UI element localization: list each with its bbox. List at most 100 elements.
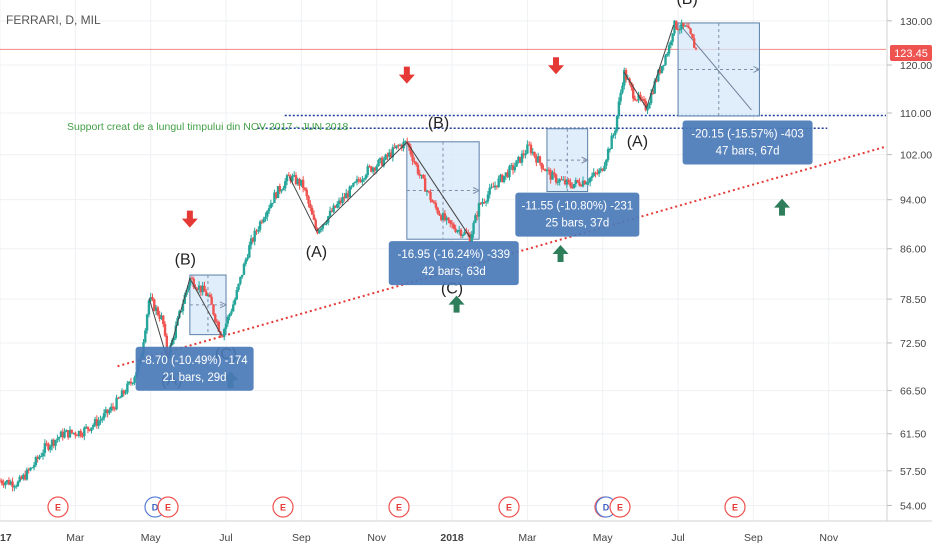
candle bbox=[669, 40, 673, 49]
candle-body bbox=[662, 64, 665, 67]
candle bbox=[330, 207, 334, 213]
measure-boxes[interactable] bbox=[189, 22, 761, 336]
badge-letter: E bbox=[506, 503, 512, 513]
earnings-badge[interactable]: E bbox=[47, 496, 69, 518]
candle-body bbox=[83, 427, 86, 437]
candle-body bbox=[574, 179, 578, 184]
candle bbox=[452, 222, 456, 230]
candle bbox=[422, 174, 425, 179]
candle bbox=[36, 455, 39, 463]
candle-body bbox=[640, 98, 644, 100]
candle bbox=[388, 148, 391, 160]
candle bbox=[513, 162, 517, 173]
candle-body bbox=[463, 231, 466, 235]
candle-body bbox=[280, 190, 283, 192]
candle bbox=[441, 211, 445, 221]
y-tick-label: 72.50 bbox=[900, 338, 926, 350]
candle bbox=[0, 478, 3, 486]
wave-label: (A) bbox=[306, 244, 327, 261]
time-axis[interactable]: 2017 Mar May Jul Sep Nov 2018 Mar May Jul Sep Nov bbox=[0, 532, 839, 544]
price-axis[interactable]: 130.00 120.00 110.00 102.00 94.00 86.00 78.50 7… bbox=[887, 16, 932, 513]
measure-box[interactable] bbox=[406, 141, 481, 240]
candle bbox=[158, 310, 161, 322]
earnings-badge[interactable]: E bbox=[724, 496, 746, 518]
candle-body bbox=[657, 69, 660, 81]
candle-body bbox=[520, 153, 524, 163]
candle bbox=[187, 284, 190, 293]
candle bbox=[565, 179, 569, 189]
stat-box: -20.15 (-15.57%) -403 47 bars, 67d bbox=[682, 120, 813, 165]
candle bbox=[34, 455, 38, 468]
candle-body bbox=[325, 222, 328, 225]
candle bbox=[337, 197, 341, 208]
measure-box[interactable] bbox=[677, 22, 761, 117]
candle-body bbox=[615, 116, 619, 131]
measure-box-arrowhead bbox=[472, 187, 481, 194]
candle-body bbox=[298, 179, 301, 186]
candle bbox=[328, 206, 332, 219]
measure-box[interactable] bbox=[189, 274, 228, 336]
candle bbox=[481, 198, 484, 207]
candle-body bbox=[687, 26, 691, 29]
candle bbox=[486, 190, 490, 204]
stat-box-line1: -20.15 (-15.57%) -403 bbox=[691, 129, 804, 141]
candle-body bbox=[694, 47, 698, 49]
candle-body bbox=[583, 180, 586, 185]
candle-body bbox=[637, 94, 640, 101]
candle bbox=[257, 226, 260, 234]
candle bbox=[221, 334, 224, 338]
candle bbox=[653, 78, 656, 95]
candle bbox=[449, 219, 452, 228]
candle-body bbox=[691, 33, 694, 39]
candle bbox=[65, 429, 68, 433]
candle bbox=[535, 153, 538, 167]
candle-body bbox=[16, 481, 20, 487]
candle bbox=[574, 177, 578, 188]
candle bbox=[240, 274, 244, 279]
candle-body bbox=[273, 192, 276, 203]
candle-body bbox=[77, 430, 81, 436]
candle-body bbox=[251, 238, 255, 242]
candle-body bbox=[571, 186, 574, 189]
earnings-badge[interactable]: E bbox=[272, 496, 294, 518]
candle bbox=[350, 185, 353, 190]
candle-body bbox=[508, 166, 511, 178]
y-tick-label: 66.50 bbox=[900, 386, 926, 398]
trend-line bbox=[117, 145, 887, 368]
candle bbox=[122, 389, 125, 397]
candle bbox=[599, 166, 603, 173]
candle-body bbox=[59, 431, 63, 438]
candle bbox=[144, 328, 147, 344]
candle bbox=[32, 462, 36, 471]
earnings-badge[interactable]: E bbox=[388, 496, 410, 518]
measure-box-diagonal bbox=[679, 24, 752, 111]
candle-body bbox=[75, 435, 79, 437]
candle-body bbox=[99, 419, 102, 421]
candle-body bbox=[38, 456, 41, 459]
earnings-badge[interactable]: E bbox=[609, 496, 631, 518]
y-tick-label: 57.50 bbox=[900, 466, 926, 478]
candle-body bbox=[307, 196, 310, 204]
candle-body bbox=[7, 480, 11, 485]
candle bbox=[162, 315, 165, 328]
stat-box-line1: -8.70 (-10.49%) -174 bbox=[142, 355, 249, 367]
candle-body bbox=[108, 410, 111, 414]
candle-body bbox=[380, 157, 384, 166]
candle bbox=[285, 173, 289, 186]
candle bbox=[75, 434, 79, 437]
earnings-badge[interactable]: E bbox=[498, 496, 520, 518]
event-badges[interactable]: EDEEEEEDEE bbox=[47, 496, 746, 518]
candle-body bbox=[93, 419, 97, 425]
earnings-badge[interactable]: E bbox=[157, 496, 179, 518]
candle-body bbox=[221, 336, 224, 338]
candle-body bbox=[341, 196, 344, 203]
candle bbox=[614, 127, 617, 139]
candle bbox=[309, 200, 312, 212]
candle-body bbox=[635, 100, 639, 102]
candle bbox=[316, 227, 319, 235]
candle bbox=[267, 204, 271, 214]
candle bbox=[248, 241, 251, 258]
candle bbox=[660, 65, 664, 74]
candle bbox=[298, 177, 301, 190]
